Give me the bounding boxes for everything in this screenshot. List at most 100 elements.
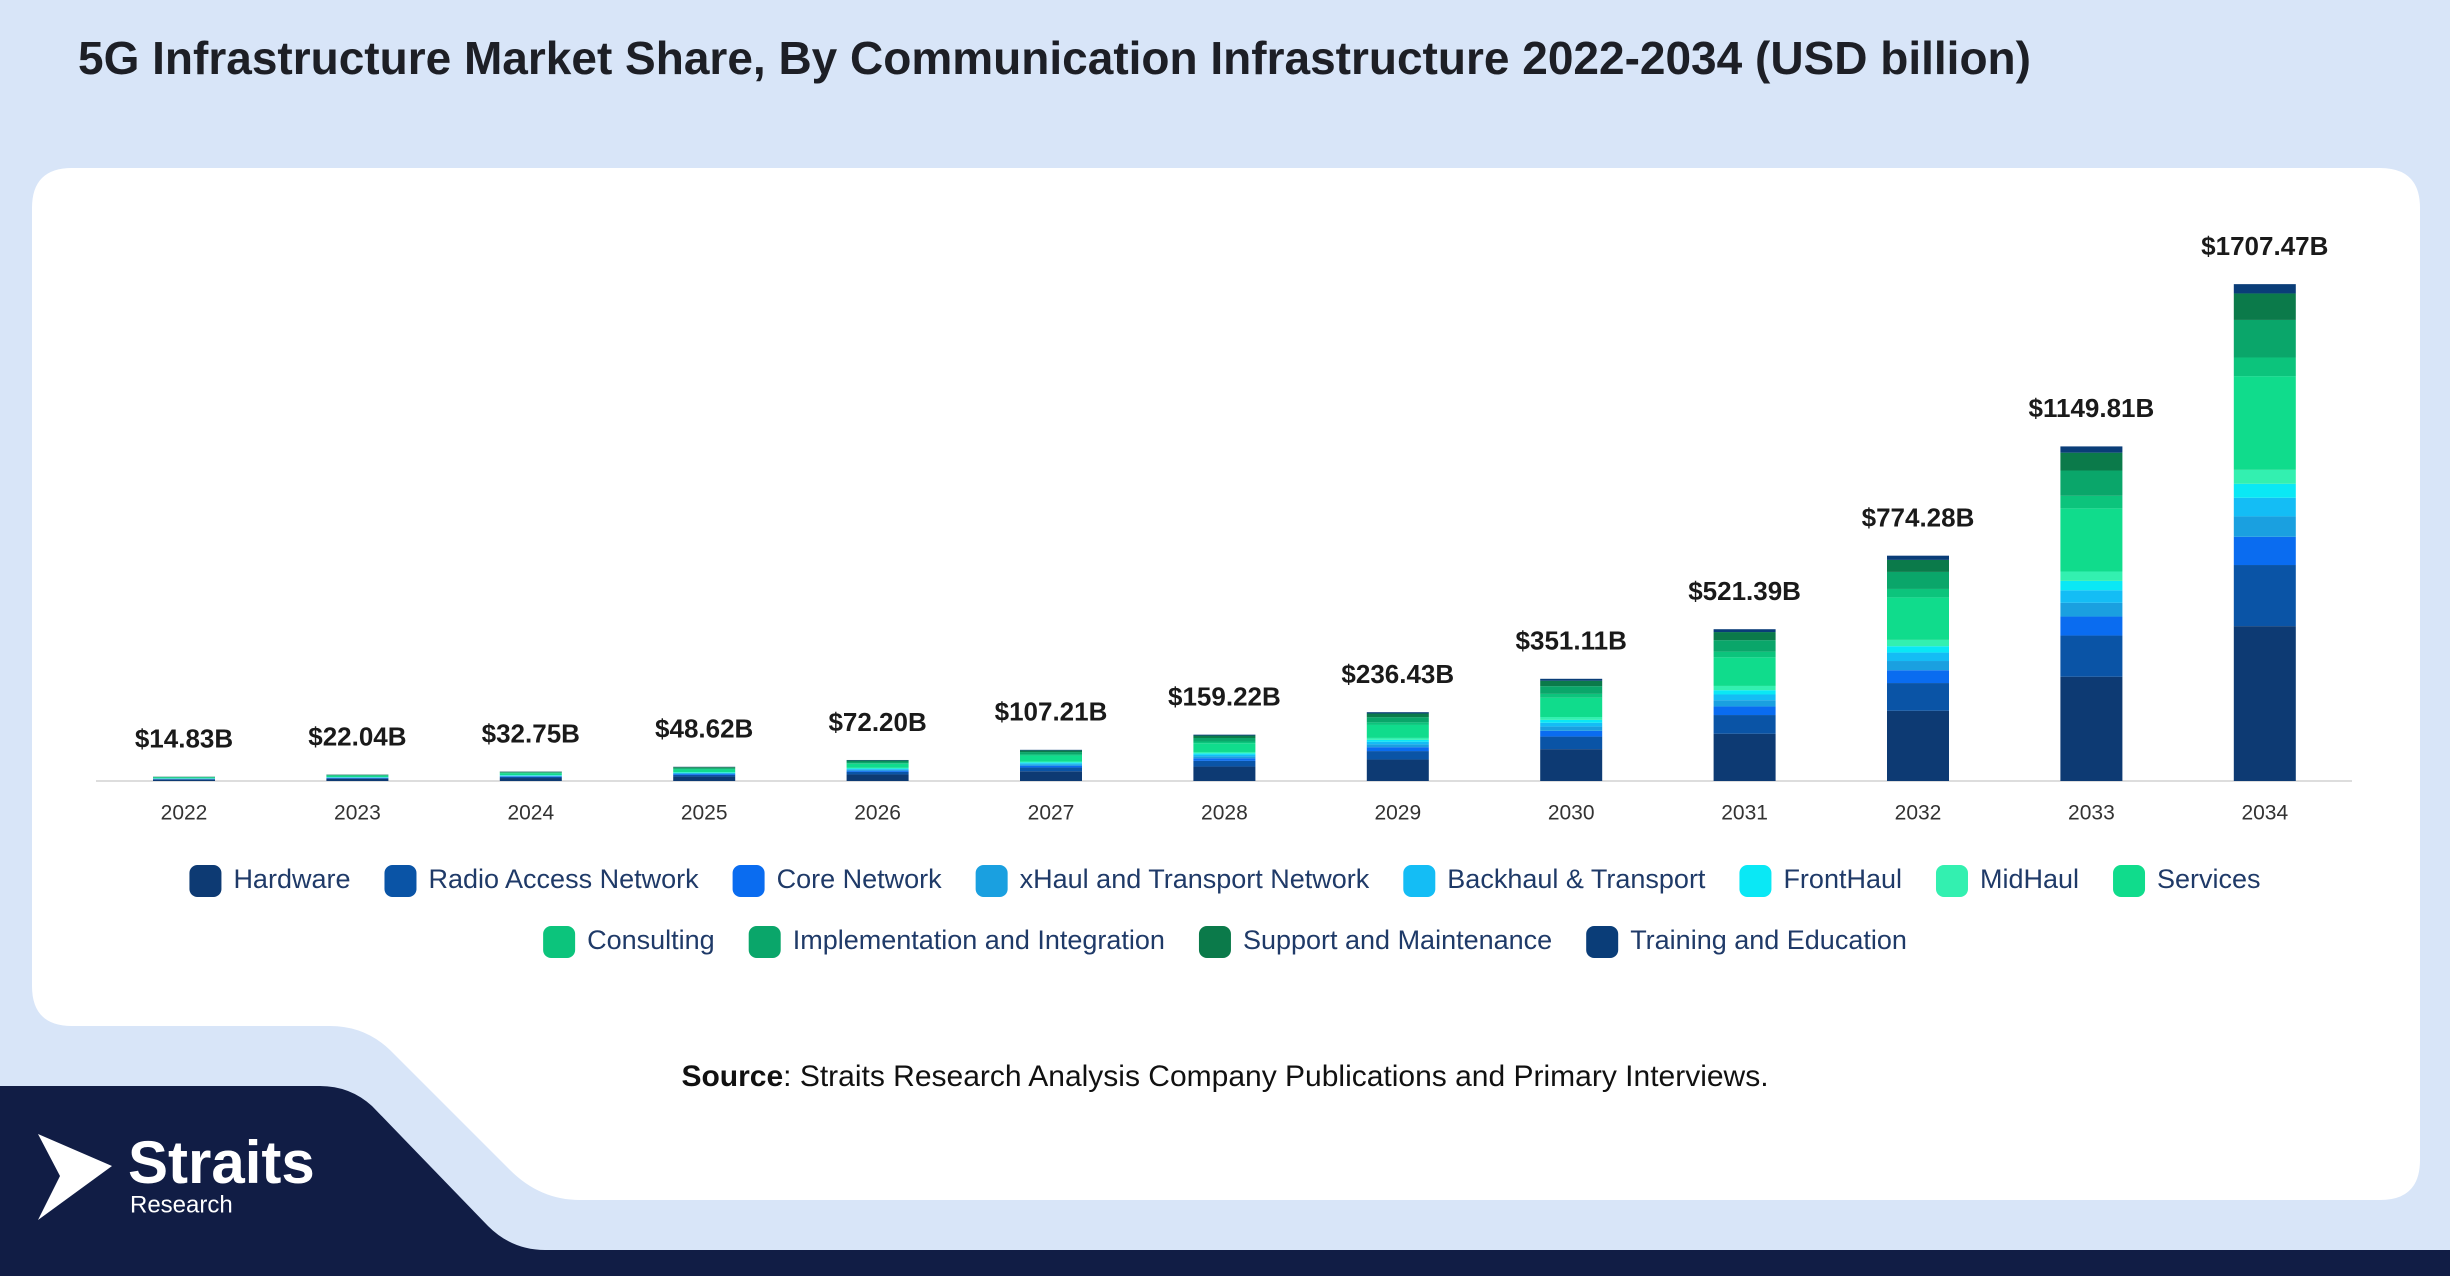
legend-item: FrontHaul	[1739, 864, 1902, 897]
bar-segment	[2233, 565, 2296, 627]
bar-segment	[846, 760, 909, 762]
bar-segment	[1540, 680, 1603, 687]
bar-segment	[846, 763, 909, 768]
bar-segment	[2233, 284, 2296, 294]
bar-segment	[1887, 652, 1949, 662]
bar-segment	[1713, 715, 1776, 734]
bar-segment	[1020, 771, 1082, 781]
legend-label: xHaul and Transport Network	[1020, 864, 1370, 894]
bar-segment	[1193, 751, 1256, 754]
source-note: Source: Straits Research Analysis Compan…	[681, 1060, 1768, 1093]
bar-segment	[1366, 713, 1429, 718]
bar-segment	[1540, 736, 1603, 750]
legend-item: xHaul and Transport Network	[975, 864, 1370, 897]
bar-segment	[846, 768, 909, 770]
bar-segment	[1887, 555, 1949, 560]
legend-item: Backhaul & Transport	[1403, 864, 1706, 897]
bar-segment	[846, 763, 909, 764]
bar-segment	[1540, 678, 1603, 681]
source-label: Source	[681, 1060, 783, 1093]
total-label: $72.20B	[828, 707, 926, 737]
legend-label: Backhaul & Transport	[1447, 864, 1706, 894]
bar-segment	[1020, 761, 1082, 763]
legend-label: Services	[2157, 864, 2261, 894]
bar-segment	[1713, 651, 1776, 658]
bar-segment	[1193, 741, 1256, 744]
bar-segment	[1540, 697, 1603, 717]
bar-segment	[1713, 632, 1776, 641]
bar-segment	[1540, 726, 1603, 731]
bar-segment	[673, 767, 736, 769]
legend-swatch	[1403, 865, 1436, 897]
bar-segment	[1540, 722, 1603, 727]
bar-segment	[673, 774, 736, 777]
bar-segment	[673, 774, 736, 775]
x-tick-label: 2022	[161, 802, 208, 825]
bar-segment	[2233, 319, 2296, 358]
x-tick-label: 2031	[1721, 802, 1768, 825]
source-text: : Straits Research Analysis Company Publ…	[783, 1060, 1768, 1093]
x-tick-label: 2034	[2241, 802, 2288, 825]
bar-segment	[1366, 741, 1429, 745]
x-tick-label: 2029	[1374, 802, 1421, 825]
legend-label: Radio Access Network	[428, 864, 699, 894]
bar-segment	[1887, 588, 1949, 598]
x-tick-label: 2028	[1201, 802, 1248, 825]
bar-segment	[1887, 559, 1949, 572]
legend-label: Implementation and Integration	[793, 925, 1165, 955]
bar-segment	[2060, 616, 2123, 636]
x-tick-label: 2033	[2068, 802, 2115, 825]
card	[32, 168, 2420, 1200]
bar-segment	[1540, 749, 1603, 781]
bar-segment	[1366, 724, 1429, 738]
logo-icon	[38, 1134, 112, 1220]
bar-segment	[1887, 597, 1949, 640]
bar-segment	[1713, 706, 1776, 716]
bar-segment	[499, 778, 562, 781]
bar-segment	[2233, 497, 2296, 517]
legend-label: Core Network	[777, 864, 943, 894]
legend-swatch	[543, 926, 576, 958]
chart-title: 5G Infrastructure Market Share, By Commu…	[78, 32, 2031, 84]
bar-segment	[2233, 483, 2296, 498]
bar-segment	[2233, 357, 2296, 377]
legend-item: Implementation and Integration	[748, 925, 1165, 958]
bar-segment	[326, 778, 389, 781]
bar-segment	[326, 775, 389, 777]
bar-segment	[2060, 495, 2123, 509]
bar-segment	[1193, 756, 1256, 759]
logo-name: Straits	[128, 1129, 315, 1196]
legend-item: MidHaul	[1935, 864, 2079, 897]
bar-segment	[1193, 735, 1256, 739]
legend-swatch	[1935, 865, 1968, 897]
bar-segment	[1887, 683, 1949, 711]
bar-segment	[2060, 571, 2123, 581]
x-tick-label: 2027	[1028, 802, 1075, 825]
bar-segment	[2233, 293, 2296, 320]
bar-segment	[1366, 759, 1429, 781]
bar-segment	[499, 776, 562, 777]
bar-segment	[1366, 712, 1429, 714]
total-label: $32.75B	[482, 718, 580, 748]
bar-segment	[2060, 676, 2123, 781]
legend-item: Core Network	[732, 864, 943, 897]
bar-segment	[2060, 602, 2123, 617]
bar-segment	[1366, 744, 1429, 748]
legend-item: Hardware	[189, 864, 350, 897]
bar-segment	[846, 769, 909, 770]
total-label: $236.43B	[1341, 659, 1454, 689]
bar-segment	[2060, 590, 2123, 603]
bar-segment	[1020, 754, 1082, 756]
legend-swatch	[1739, 865, 1772, 897]
bar-segment	[1020, 755, 1082, 762]
bar-segment	[2233, 469, 2296, 484]
legend-swatch	[975, 865, 1008, 897]
legend-label: Support and Maintenance	[1243, 925, 1552, 955]
bar-segment	[1713, 733, 1776, 781]
bar-segment	[153, 779, 215, 781]
bar-segment	[1713, 657, 1776, 686]
legend-swatch	[732, 865, 765, 897]
bar-segment	[1193, 754, 1256, 757]
bar-segment	[2233, 536, 2296, 566]
